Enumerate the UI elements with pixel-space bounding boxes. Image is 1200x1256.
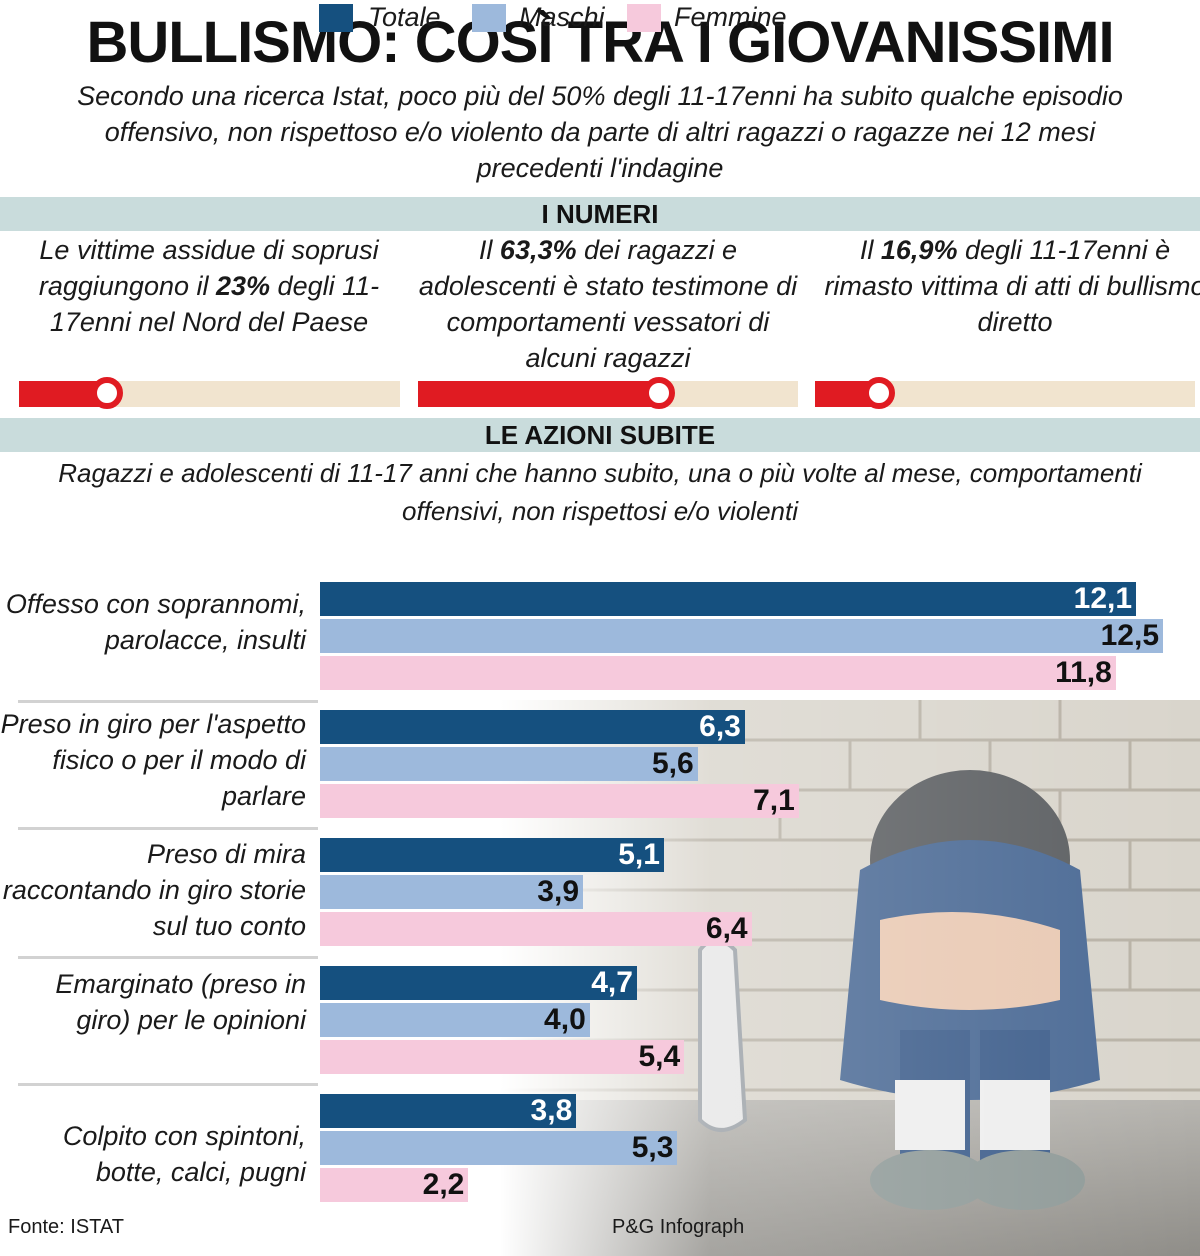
bar-totale-0 bbox=[320, 582, 1137, 616]
value-label-maschi-0: 12,5 bbox=[1100, 619, 1160, 652]
bar-totale-4 bbox=[320, 1094, 577, 1128]
bar-femmine-0 bbox=[320, 656, 1116, 690]
progress-bar-north bbox=[19, 377, 400, 409]
value-label-totale-0: 12,1 bbox=[1073, 582, 1133, 615]
value-label-totale-1: 6,3 bbox=[699, 710, 741, 743]
progress-knob bbox=[863, 377, 896, 409]
source-note: Fonte: ISTAT bbox=[8, 1216, 124, 1238]
legend-label-totale: Totale bbox=[368, 2, 441, 32]
stat-text-before: Il bbox=[859, 235, 881, 265]
bar-femmine-1 bbox=[320, 784, 799, 818]
legend-label-maschi: Maschi bbox=[519, 2, 605, 32]
value-label-maschi-4: 5,3 bbox=[631, 1131, 674, 1164]
progress-bar-witnesses bbox=[418, 377, 798, 409]
category-label-storie: Preso di mira raccontando in giro storie… bbox=[2, 839, 306, 941]
value-label-totale-2: 5,1 bbox=[618, 838, 660, 871]
stat-highlight: 23% bbox=[216, 271, 271, 301]
bar-maschi-3 bbox=[320, 1003, 590, 1037]
value-label-femmine-1: 7,1 bbox=[753, 784, 795, 817]
value-label-maschi-1: 5,6 bbox=[651, 747, 694, 780]
stat-text-after: degli 11-17enni nel Nord del Paese bbox=[49, 271, 380, 337]
credit-note: P&G Infograph bbox=[612, 1216, 745, 1238]
bar-maschi-0 bbox=[320, 619, 1164, 653]
value-label-maschi-2: 3,9 bbox=[537, 875, 580, 908]
bar-totale-3 bbox=[320, 966, 637, 1000]
category-label-spintoni: Colpito con spintoni, botte, calci, pugn… bbox=[62, 1121, 306, 1187]
category-separator bbox=[18, 1083, 318, 1086]
stat-witnesses: Il 63,3% dei ragazzi e adolescenti è sta… bbox=[413, 232, 803, 376]
stat-highlight: 16,9% bbox=[880, 235, 958, 265]
progress-fill bbox=[418, 381, 659, 407]
bar-maschi-4 bbox=[320, 1131, 678, 1165]
value-label-femmine-3: 5,4 bbox=[638, 1040, 681, 1073]
value-label-totale-3: 4,7 bbox=[591, 966, 633, 999]
stat-direct-victims: Il 16,9% degli 11-17enni è rimasto vitti… bbox=[820, 232, 1200, 340]
legend-swatch-maschi bbox=[472, 4, 506, 32]
stat-north-victims: Le vittime assidue di soprusi raggiungon… bbox=[14, 232, 404, 340]
bar-maschi-1 bbox=[320, 747, 698, 781]
category-label-aspetto: Preso in giro per l'aspetto fisico o per… bbox=[0, 709, 306, 811]
category-label-offeso: Offesso con soprannomi, parolacce, insul… bbox=[5, 589, 306, 655]
stat-text-after: degli 11-17enni è rimasto vittima di att… bbox=[824, 235, 1200, 337]
bar-maschi-2 bbox=[320, 875, 584, 909]
bar-femmine-3 bbox=[320, 1040, 685, 1074]
stat-text-after: dei ragazzi e adolescenti è stato testim… bbox=[418, 235, 798, 373]
numbers-header: I NUMERI bbox=[0, 197, 1200, 231]
progress-knob bbox=[642, 377, 675, 409]
category-separator bbox=[18, 700, 318, 703]
category-separator bbox=[18, 827, 318, 830]
progress-knob bbox=[90, 377, 123, 409]
stat-text-before: Il bbox=[478, 235, 500, 265]
category-separator bbox=[18, 956, 318, 959]
progress-bar-direct bbox=[815, 377, 1195, 409]
legend-swatch-totale bbox=[319, 4, 353, 32]
legend-swatch-femmine bbox=[627, 4, 661, 32]
category-label-opinioni: Emarginato (preso in giro) per le opinio… bbox=[55, 969, 306, 1035]
value-label-femmine-2: 6,4 bbox=[705, 912, 748, 945]
page-title: BULLISMO: COSÌ TRA I GIOVANISSIMI bbox=[86, 10, 1114, 75]
subtitle: Secondo una ricerca Istat, poco più del … bbox=[77, 81, 1123, 183]
bar-femmine-4 bbox=[320, 1168, 469, 1202]
actions-header: LE AZIONI SUBITE bbox=[0, 418, 1200, 452]
value-label-totale-4: 3,8 bbox=[530, 1094, 573, 1127]
stat-highlight: 63,3% bbox=[499, 235, 577, 265]
legend-label-femmine: Femmine bbox=[674, 2, 787, 32]
value-label-maschi-3: 4,0 bbox=[544, 1003, 586, 1036]
value-label-femmine-4: 2,2 bbox=[422, 1168, 465, 1201]
chart-note: Ragazzi e adolescenti di 11-17 anni che … bbox=[58, 458, 1142, 526]
stat-text-before: Le vittime assidue di soprusi raggiungon… bbox=[38, 235, 379, 301]
bar-totale-2 bbox=[320, 838, 664, 872]
bar-femmine-2 bbox=[320, 912, 752, 946]
value-label-femmine-0: 11,8 bbox=[1055, 656, 1112, 689]
bar-totale-1 bbox=[320, 710, 745, 744]
